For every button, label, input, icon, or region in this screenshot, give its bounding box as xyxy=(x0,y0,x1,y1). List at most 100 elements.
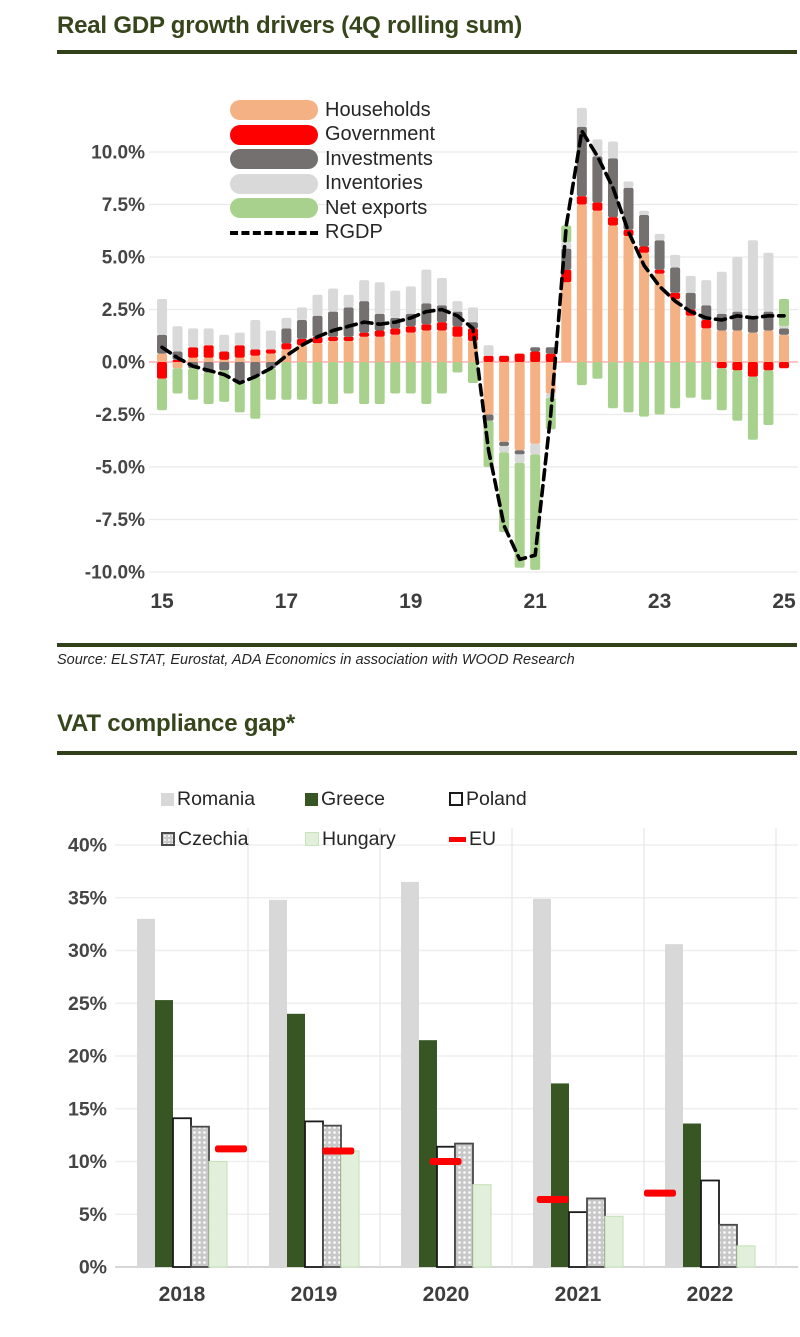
government-segment xyxy=(747,362,758,377)
stacked-bar-2024Q1 xyxy=(716,271,727,411)
investments-segment xyxy=(234,362,245,381)
poland-bar xyxy=(568,1211,588,1268)
x-axis-tick-label: 2020 xyxy=(423,1283,470,1306)
y-axis-tick-label: 30% xyxy=(68,940,107,962)
investments-swatch xyxy=(230,149,318,169)
legend-label: Czechia xyxy=(178,827,249,850)
gdp-chart-bottom-rule xyxy=(57,643,797,647)
government-segment xyxy=(483,355,494,362)
households-segment xyxy=(359,336,370,362)
investments-segment xyxy=(359,301,370,333)
legend-label: Hungary xyxy=(322,827,396,850)
vat-title-underline xyxy=(57,751,797,755)
net-exports-swatch xyxy=(230,198,318,218)
stacked-bar-2020Q4 xyxy=(514,353,525,568)
net-exports-segment xyxy=(421,362,432,404)
poland-bar xyxy=(700,1179,720,1268)
stacked-bar-2016Q2 xyxy=(234,332,245,413)
y-axis-tick-label: 20% xyxy=(68,1046,107,1068)
government-segment xyxy=(732,362,743,371)
gdp-chart: 10.0% 7.5% 5.0% 2.5% 0.0% -2.5% -5.0% -7.5% -10.… xyxy=(57,72,800,622)
greece-bar xyxy=(683,1123,701,1267)
households-segment xyxy=(576,204,587,362)
government-segment xyxy=(436,322,447,331)
households-segment xyxy=(779,334,789,362)
government-segment xyxy=(405,326,416,333)
inventories-segment xyxy=(499,446,510,453)
eu-dash-marker xyxy=(644,1189,676,1197)
stacked-bar-2023Q3 xyxy=(685,275,696,398)
inventories-segment xyxy=(530,443,541,455)
legend-item-inventories: Inventories xyxy=(230,172,423,195)
government-segment xyxy=(219,351,230,360)
stacked-bar-2015Q3 xyxy=(188,328,199,400)
rgdp-line xyxy=(160,129,786,562)
government-segment xyxy=(530,351,541,362)
inventories-segment xyxy=(312,294,323,316)
net-exports-segment xyxy=(576,362,587,386)
inventories-segment xyxy=(452,301,463,312)
inventories-segment xyxy=(343,294,354,308)
stacked-bar-2018Q1 xyxy=(343,294,354,394)
y-axis-tick-label: 0% xyxy=(79,1257,107,1279)
inventories-segment xyxy=(281,317,292,329)
households-swatch xyxy=(230,100,318,120)
inventories-segment xyxy=(234,332,245,346)
net-exports-segment xyxy=(436,362,447,394)
stacked-bar-2017Q1 xyxy=(281,317,292,400)
investments-segment xyxy=(281,328,292,344)
net-exports-segment xyxy=(343,362,354,394)
government-segment xyxy=(779,362,789,369)
eu-swatch xyxy=(449,836,466,842)
bar-group-2022 xyxy=(644,944,756,1268)
stacked-bar-2025Q1 xyxy=(779,299,789,369)
stacked-bar-2019Q2 xyxy=(421,269,432,404)
government-segment xyxy=(328,336,339,341)
inventories-segment xyxy=(701,280,712,306)
investments-segment xyxy=(716,313,727,331)
investments-segment xyxy=(328,311,339,337)
inventories-segment xyxy=(359,280,370,302)
government-swatch xyxy=(230,124,318,145)
romania-swatch xyxy=(161,792,174,806)
households-segment xyxy=(514,362,525,451)
legend-label: Greece xyxy=(321,787,385,810)
households-segment xyxy=(499,362,510,442)
inventories-segment xyxy=(732,257,743,312)
households-segment xyxy=(203,357,214,362)
y-axis-tick-label: -2.5% xyxy=(95,405,145,426)
government-segment xyxy=(452,326,463,337)
net-exports-segment xyxy=(296,362,307,400)
households-segment xyxy=(265,353,276,362)
households-segment xyxy=(607,225,618,362)
stacked-bar-2024Q4 xyxy=(763,252,774,425)
inventories-segment xyxy=(483,345,494,356)
y-axis-tick-label: 10.0% xyxy=(91,143,145,164)
x-axis-tick-label: 2022 xyxy=(687,1283,734,1306)
net-exports-segment xyxy=(234,380,245,413)
households-segment xyxy=(701,328,712,362)
net-exports-segment xyxy=(172,368,183,394)
investments-segment xyxy=(514,450,525,455)
inventories-segment xyxy=(296,307,307,320)
investments-segment xyxy=(592,156,603,203)
stacked-bar-2017Q4 xyxy=(328,288,339,404)
government-segment xyxy=(188,347,199,358)
stacked-bar-2018Q2 xyxy=(359,280,370,404)
hungary-bar xyxy=(736,1245,756,1268)
legend-item-households: Households xyxy=(230,99,431,121)
hungary-bar xyxy=(604,1215,624,1268)
households-segment xyxy=(561,282,572,362)
vat-chart-title: VAT compliance gap* xyxy=(57,710,296,737)
eu-dash-marker xyxy=(215,1145,247,1153)
y-axis-tick-label: -10.0% xyxy=(85,563,145,584)
net-exports-segment xyxy=(468,362,478,383)
households-segment xyxy=(374,336,385,362)
stacked-bar-2019Q1 xyxy=(405,286,416,394)
inventories-segment xyxy=(623,181,634,188)
greece-bar xyxy=(419,1040,437,1267)
gdp-title-underline xyxy=(57,50,797,54)
inventories-segment xyxy=(468,307,478,323)
investments-segment xyxy=(747,315,758,333)
